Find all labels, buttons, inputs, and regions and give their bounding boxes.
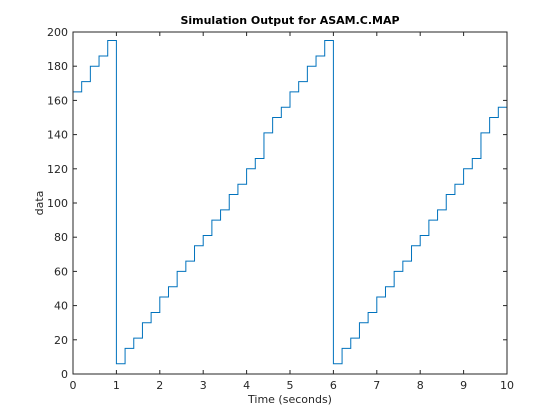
y-tick-label: 120 [47, 163, 68, 176]
y-tick-label: 40 [54, 300, 68, 313]
y-tick-label: 60 [54, 265, 68, 278]
x-axis-label: Time (seconds) [247, 393, 332, 406]
y-tick-label: 200 [47, 26, 68, 39]
x-tick-label: 2 [156, 379, 163, 392]
x-tick-label: 6 [330, 379, 337, 392]
x-tick-label: 4 [243, 379, 250, 392]
x-axis: 0 1 2 3 4 5 6 7 8 9 10 [70, 32, 514, 392]
plot-background [73, 32, 507, 374]
y-axis: 0 20 40 60 80 100 120 140 160 180 200 [47, 26, 507, 381]
x-tick-label: 8 [417, 379, 424, 392]
y-tick-label: 140 [47, 129, 68, 142]
x-tick-label: 1 [113, 379, 120, 392]
series-line-0 [73, 40, 508, 365]
x-tick-label: 10 [500, 379, 514, 392]
y-tick-label: 160 [47, 94, 68, 107]
series-layer [73, 40, 508, 365]
x-tick-label: 7 [373, 379, 380, 392]
y-axis-label: data [33, 191, 46, 216]
x-tick-label: 9 [460, 379, 467, 392]
y-tick-label: 100 [47, 197, 68, 210]
y-tick-label: 20 [54, 334, 68, 347]
y-tick-label: 180 [47, 60, 68, 73]
y-tick-label: 0 [61, 368, 68, 381]
x-tick-label: 0 [70, 379, 77, 392]
x-tick-label: 5 [287, 379, 294, 392]
chart-title: Simulation Output for ASAM.C.MAP [180, 14, 399, 27]
x-tick-label: 3 [200, 379, 207, 392]
y-tick-label: 80 [54, 231, 68, 244]
